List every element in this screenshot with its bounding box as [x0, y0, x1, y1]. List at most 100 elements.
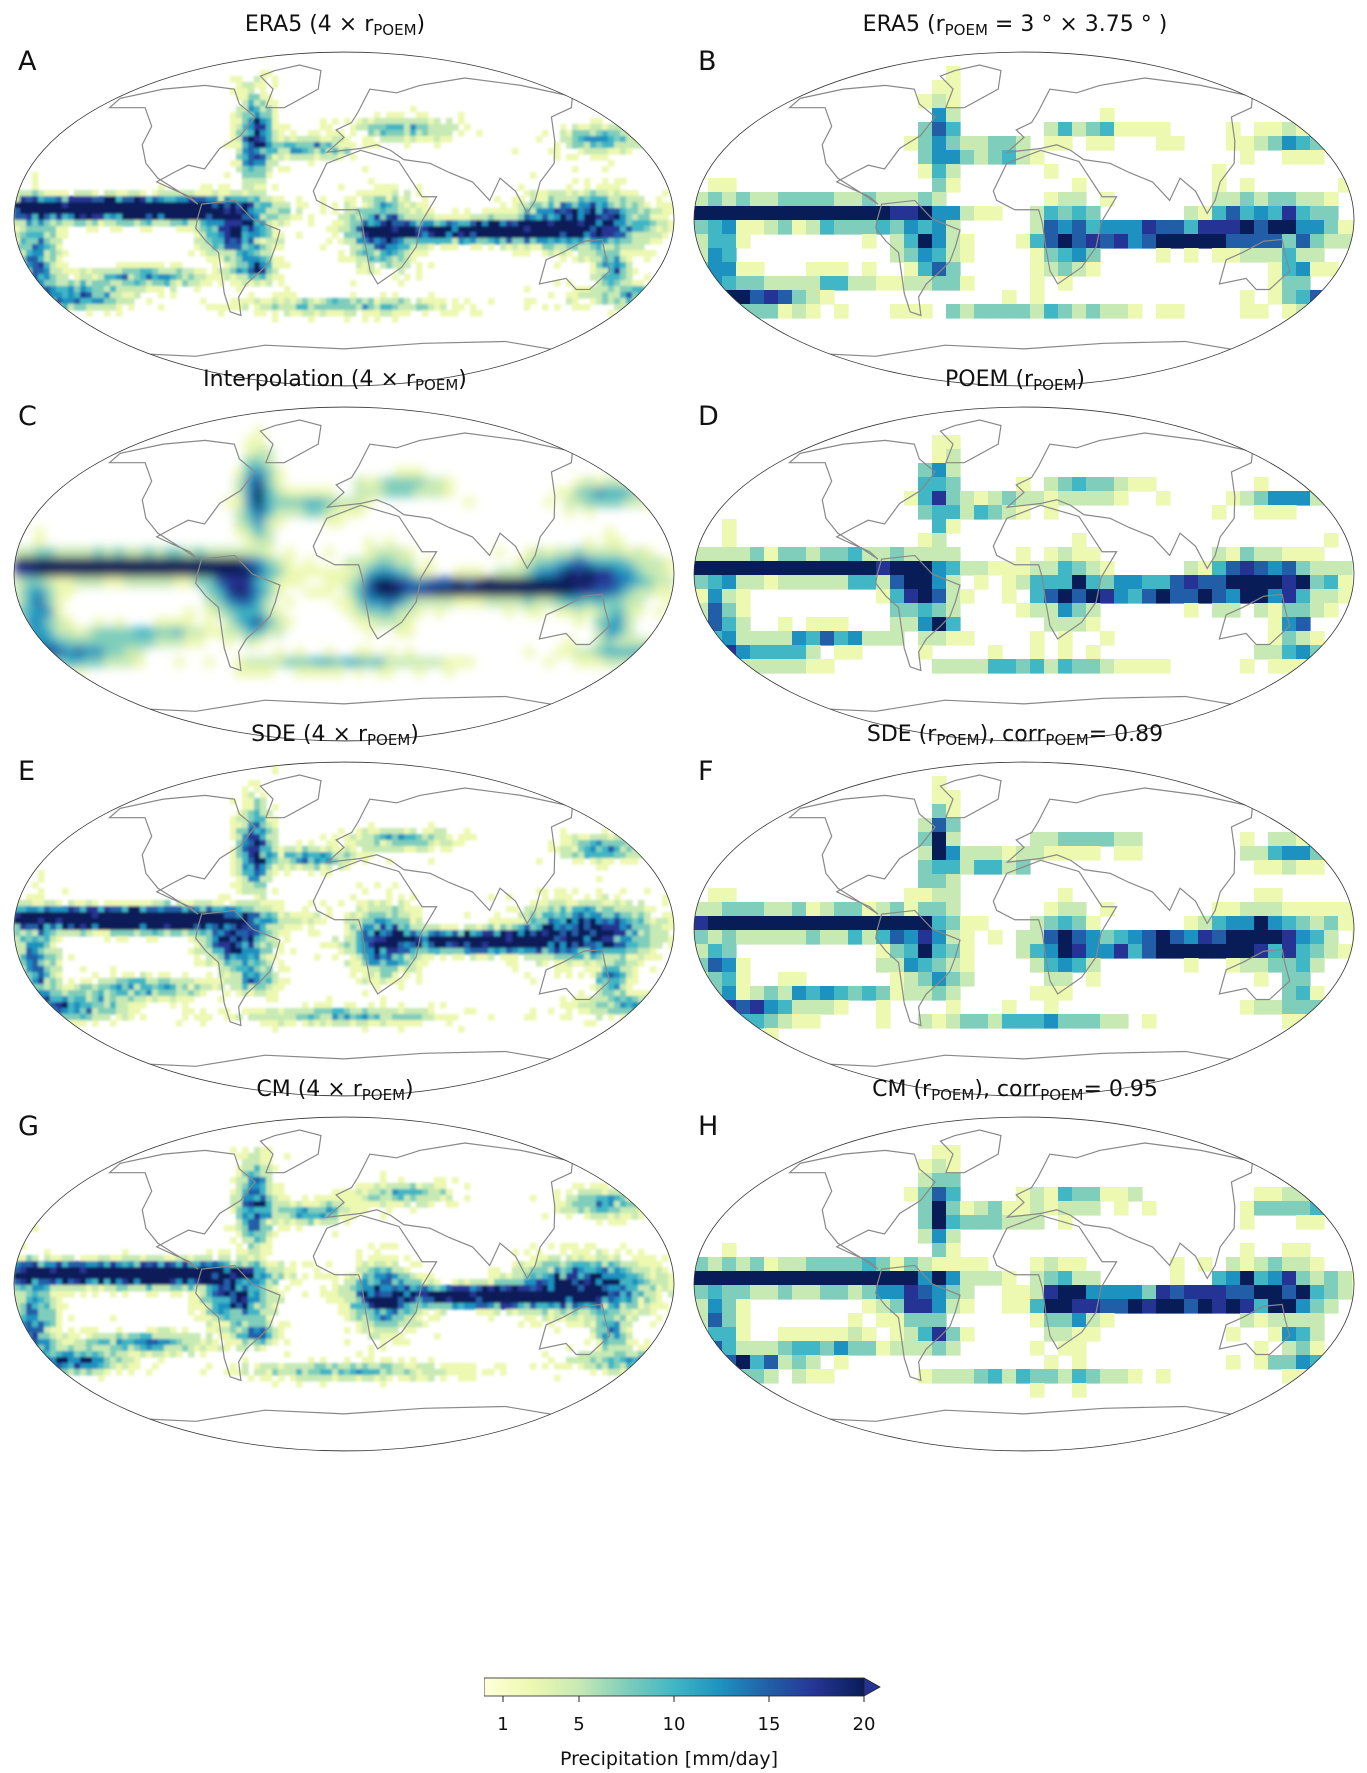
coastline: [107, 439, 256, 560]
panel-title-part: POEM: [1045, 731, 1089, 749]
panel-title-part: POEM (r: [945, 367, 1034, 392]
colorbar-extend-arrow: [863, 1677, 881, 1697]
coastline: [1218, 1303, 1291, 1356]
panel-title-part: = 0.95: [1083, 1077, 1158, 1102]
map-background: [694, 1117, 1354, 1451]
coastline: [107, 84, 256, 205]
coastline: [992, 859, 1118, 995]
panel-title-part: = 0.89: [1088, 722, 1164, 747]
coastline: [992, 1214, 1118, 1350]
panel-title: CM (rPOEM), corrPOEM= 0.95: [680, 1075, 1350, 1110]
panel-title-part: ): [405, 1077, 414, 1102]
colorbar: 1 5 10 15 20 Precipitation [mm/day]: [483, 1672, 894, 1772]
map-frame: [693, 1116, 1355, 1452]
coastline: [538, 948, 611, 1001]
colorbar-tick-label: 1: [497, 1714, 509, 1735]
coastline: [1218, 593, 1291, 646]
coastline: [939, 419, 1002, 464]
panel-title-part: ): [410, 722, 419, 747]
precipitation-map: [13, 406, 675, 742]
map-frame: [693, 51, 1355, 387]
precipitation-map: [13, 1116, 675, 1452]
coastline: [787, 439, 936, 560]
coastline: [538, 593, 611, 646]
map-frame: [13, 51, 675, 387]
coastline: [787, 794, 936, 915]
coastline: [195, 1264, 281, 1382]
coastline: [259, 64, 322, 109]
coastline: [195, 199, 281, 317]
panel-title-part: SDE (r: [866, 722, 937, 747]
coastline: [114, 340, 573, 386]
map-frame: [13, 761, 675, 1097]
coastline: [1005, 787, 1254, 925]
panel-title-part: CM (4 × r: [256, 1077, 362, 1102]
coastline: [1005, 432, 1254, 570]
coastline: [875, 909, 961, 1027]
panel-title-part: POEM: [366, 731, 411, 749]
precipitation-map: [693, 406, 1355, 742]
coastline: [794, 1405, 1253, 1451]
colorbar-label: Precipitation [mm/day]: [560, 1748, 778, 1770]
panel-title-part: SDE (4 × r: [251, 722, 367, 747]
coastline: [992, 149, 1118, 285]
coastline: [875, 554, 961, 672]
map-panel-c: Interpolation (4 × rPOEM) C: [0, 365, 675, 745]
panel-title: Interpolation (4 × rPOEM): [0, 365, 670, 400]
panel-letter: C: [18, 401, 37, 432]
panel-title-part: ERA5 (4 × r: [244, 12, 374, 37]
coastline: [114, 695, 573, 741]
panel-letter: A: [18, 46, 37, 77]
panel-letter: H: [698, 1111, 719, 1142]
panel-letter: E: [18, 756, 36, 787]
map-panel-b: ERA5 (rPOEM = 3 ° × 3.75 ° ) B: [680, 10, 1355, 390]
panel-title-part: ): [458, 367, 467, 392]
colorbar-bar: [483, 1677, 865, 1697]
coastline: [787, 84, 936, 205]
panel-title: POEM (rPOEM): [680, 365, 1350, 400]
coastline: [992, 504, 1118, 640]
coastline: [325, 77, 574, 215]
coastline: [939, 774, 1002, 819]
panel-title: SDE (rPOEM), corrPOEM= 0.89: [680, 720, 1350, 755]
coastline: [195, 554, 281, 672]
map-panel-g: CM (4 × rPOEM) G: [0, 1075, 675, 1455]
precipitation-map: [13, 51, 675, 387]
panel-title: SDE (4 × rPOEM): [0, 720, 670, 755]
precipitation-map: [693, 1116, 1355, 1452]
coastline: [794, 340, 1253, 386]
panel-title-part: POEM: [1033, 376, 1077, 394]
colorbar-gradient: [483, 1677, 881, 1702]
coastline: [1218, 238, 1291, 291]
coastline: [939, 1129, 1002, 1174]
panel-title-part: ERA5 (r: [862, 12, 945, 37]
panel-title-part: POEM: [944, 21, 988, 39]
map-panel-a: ERA5 (4 × rPOEM) A: [0, 10, 675, 390]
colorbar-tick-label: 10: [662, 1714, 686, 1735]
coastline: [875, 1264, 961, 1382]
coastline: [1005, 1142, 1254, 1280]
colorbar-tick-label: 5: [573, 1714, 585, 1735]
map-frame: [693, 406, 1355, 742]
colorbar-tick-label: 15: [757, 1714, 781, 1735]
panel-title-part: POEM: [931, 1086, 975, 1104]
coastline: [312, 504, 438, 640]
panel-title-part: POEM: [361, 1086, 406, 1104]
precipitation-field: [14, 52, 674, 386]
colorbar-tick-label: 20: [852, 1714, 876, 1735]
coastline: [1218, 948, 1291, 1001]
panel-title-part: ), corr: [979, 722, 1046, 747]
coastline: [325, 432, 574, 570]
map-frame: [13, 1116, 675, 1452]
coastline: [939, 64, 1002, 109]
panel-title-part: ), corr: [974, 1077, 1041, 1102]
coastline: [325, 1142, 574, 1280]
map-frame: [13, 406, 675, 742]
map-panel-e: SDE (4 × rPOEM) E: [0, 720, 675, 1100]
coastline: [114, 1405, 573, 1451]
panel-title-part: CM (r: [872, 1077, 932, 1102]
panel-letter: F: [698, 756, 714, 787]
map-frame: [693, 761, 1355, 1097]
coastline: [107, 794, 256, 915]
coastline: [325, 787, 574, 925]
